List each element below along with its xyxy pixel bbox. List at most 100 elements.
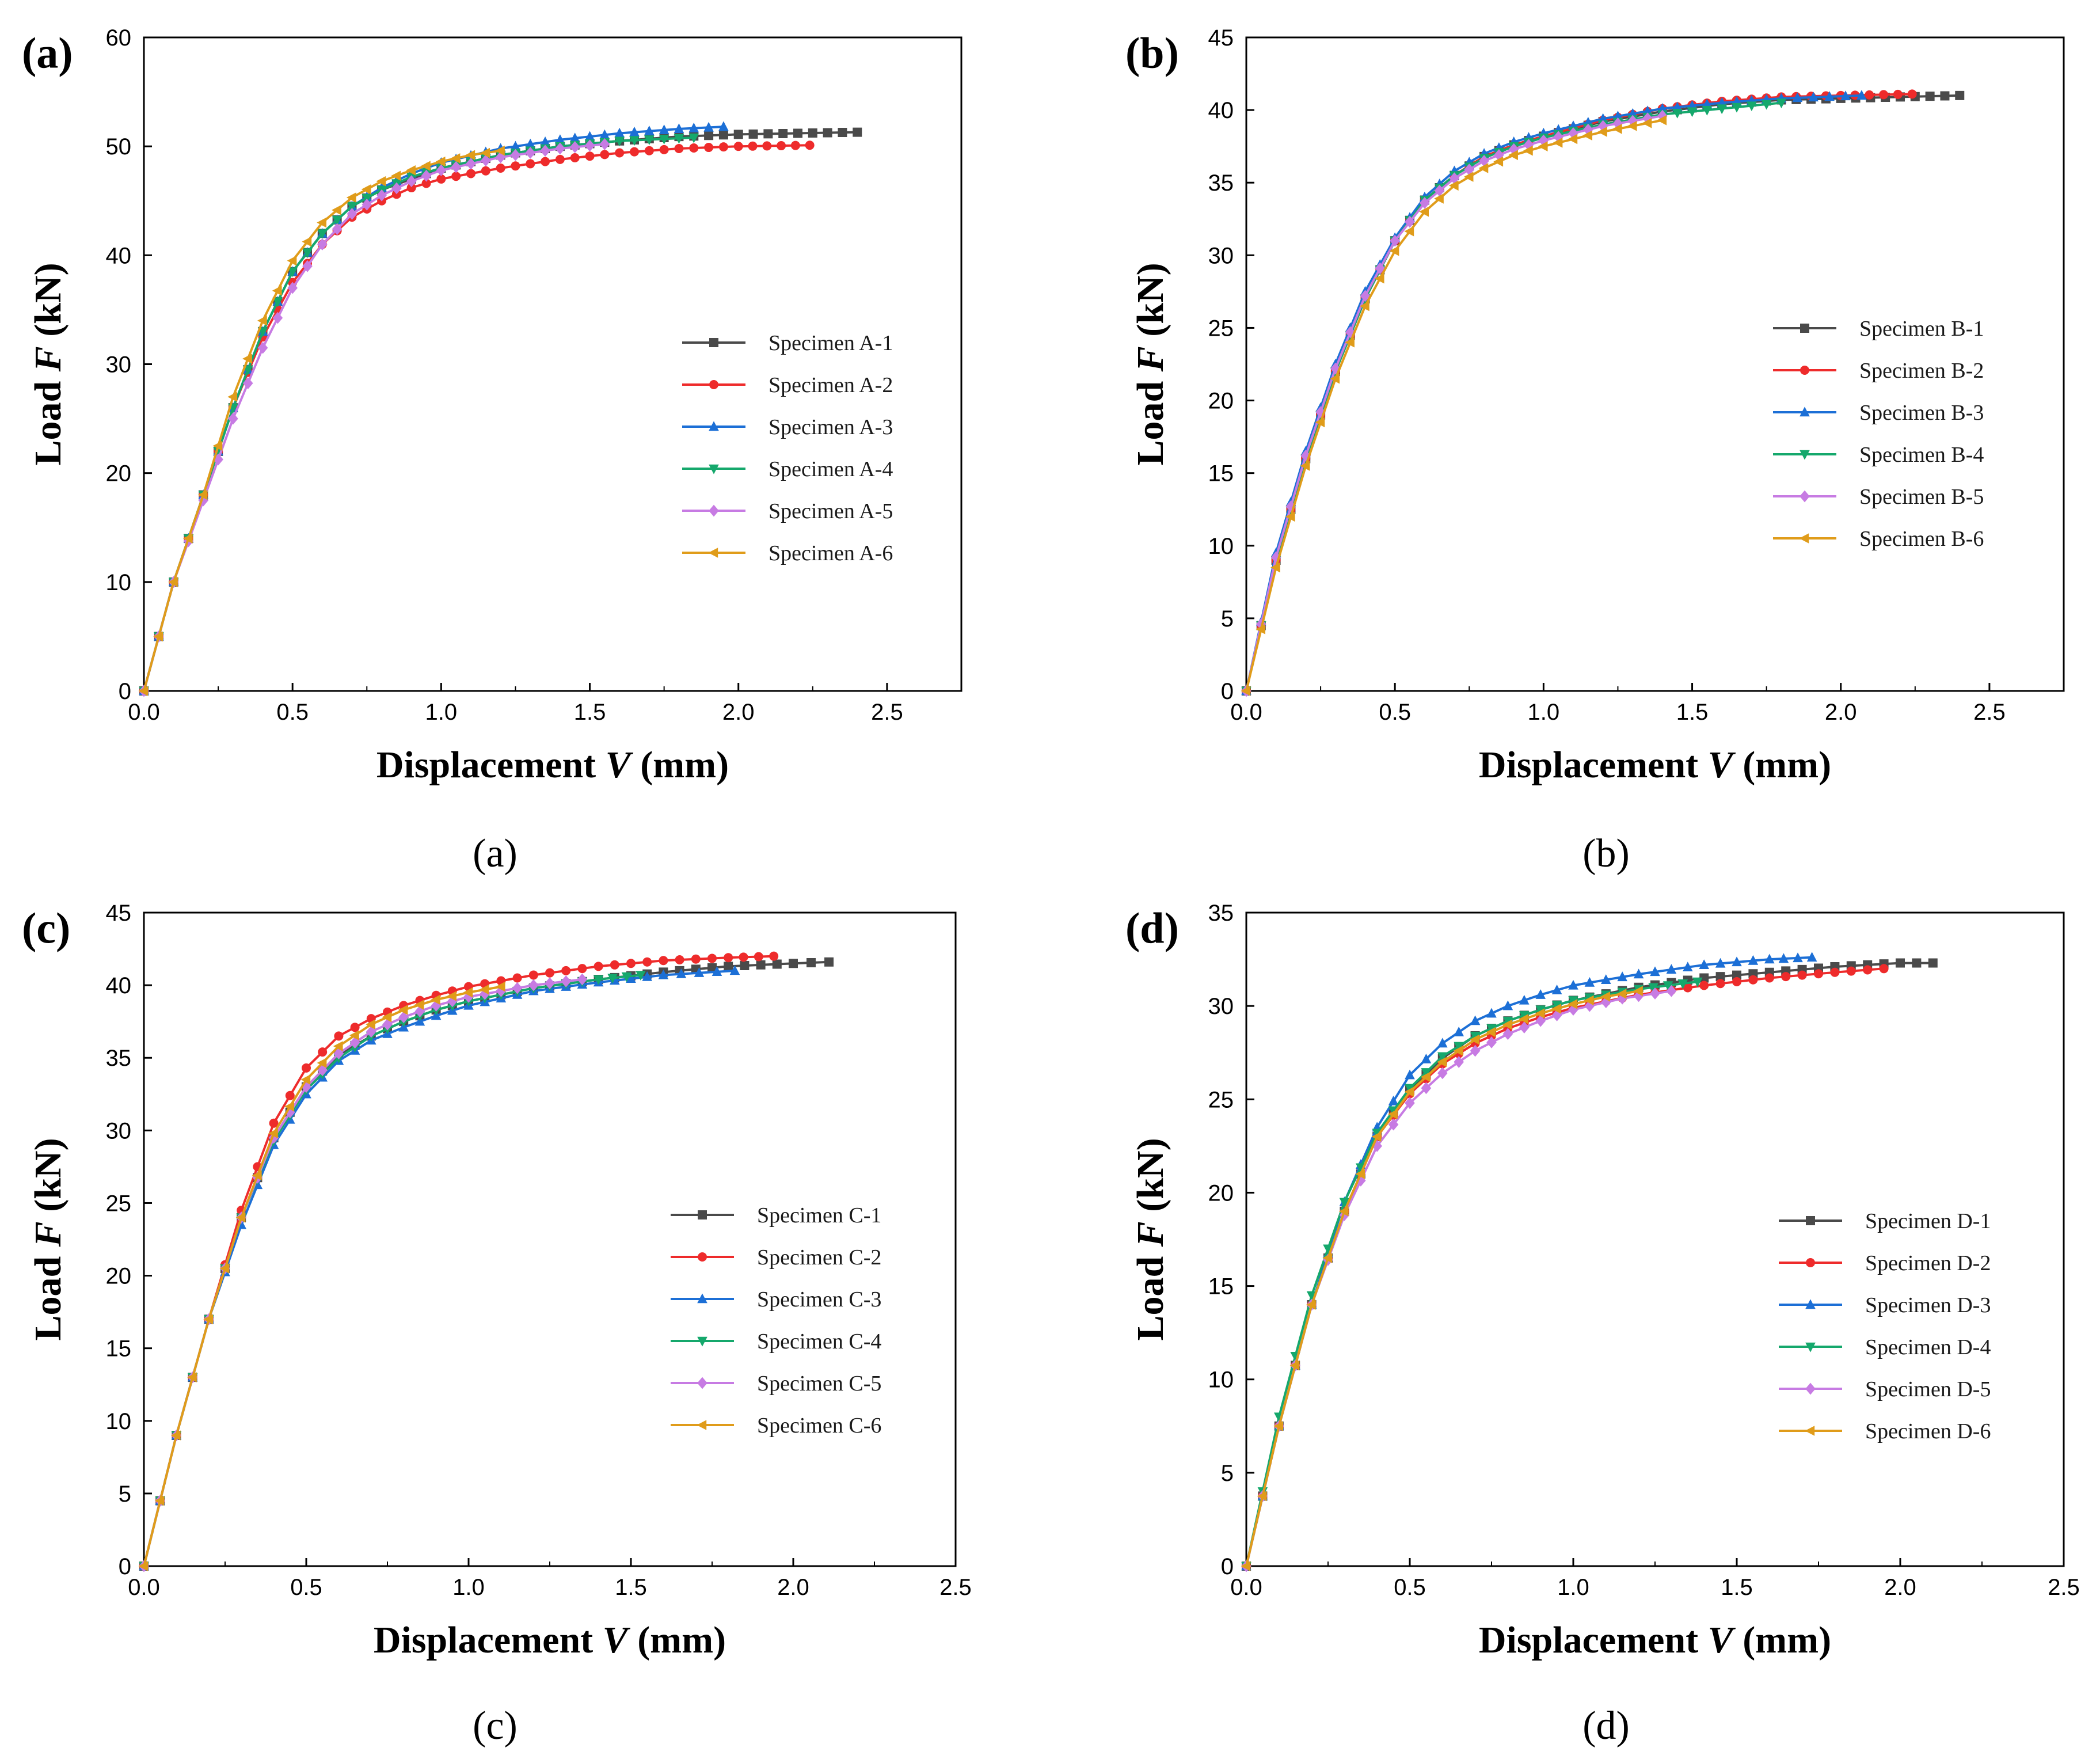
series-point <box>1388 1109 1398 1120</box>
series-specimen-a-4 <box>139 133 699 697</box>
series-point <box>1663 981 1673 991</box>
series-point <box>138 1561 149 1571</box>
series-point <box>182 533 193 544</box>
series-point <box>1584 977 1595 987</box>
series-point <box>1627 121 1637 131</box>
series-point <box>285 1091 295 1100</box>
legend-item: Specimen C-2 <box>671 1245 881 1270</box>
series-point <box>1470 1031 1481 1042</box>
chart-panel-b: (b) 0.0 0.5 1.0 1.5 2.0 2.5 0 5 10 15 20 25 30 35 40 45 D… <box>1125 25 2065 876</box>
legend-label: Specimen D-5 <box>1865 1377 1991 1401</box>
series-point <box>1390 234 1400 247</box>
legend-item: Specimen C-4 <box>671 1329 881 1354</box>
series-point <box>510 149 521 161</box>
series-point <box>1776 98 1787 109</box>
series-point <box>436 164 447 177</box>
series-point <box>805 140 815 150</box>
series-point <box>1793 952 1803 963</box>
series-point <box>642 957 652 967</box>
series-point <box>545 968 554 978</box>
series-point <box>555 134 565 145</box>
series-point <box>170 1430 181 1441</box>
series-point <box>1797 970 1807 980</box>
series-point <box>1666 964 1677 974</box>
series-point <box>1761 100 1772 110</box>
series-specimen-c-2 <box>139 951 779 1571</box>
legend-marker <box>708 548 718 558</box>
series-point <box>626 959 636 968</box>
series-point <box>1470 1044 1481 1057</box>
x-tick-label: 0.5 <box>276 700 309 725</box>
series-point <box>793 128 802 138</box>
legend-item: Specimen A-4 <box>682 457 893 481</box>
series-point <box>569 141 580 153</box>
x-tick-label: 1.5 <box>615 1575 647 1600</box>
series-point <box>1568 979 1578 990</box>
series-point <box>1715 958 1726 968</box>
series-line <box>1245 990 1672 1567</box>
series-point <box>1419 206 1429 217</box>
series-point <box>287 282 298 294</box>
x-tick-label: 1.5 <box>1676 700 1709 725</box>
series-point <box>1732 970 1741 980</box>
series-point <box>1617 992 1627 1005</box>
series-point <box>512 982 523 994</box>
series-point <box>1715 979 1725 989</box>
series-specimen-d-2 <box>1242 964 1889 1571</box>
series-point <box>512 973 522 983</box>
series-point <box>1448 180 1459 191</box>
legend-item: Specimen D-1 <box>1779 1209 1991 1233</box>
series-point <box>1289 1360 1300 1371</box>
series-point <box>1306 1291 1317 1301</box>
series-point <box>1748 975 1758 985</box>
legend-marker <box>1805 1382 1816 1395</box>
series-point <box>1568 134 1578 145</box>
series-point <box>332 205 341 215</box>
y-axis-title: Load F (kN) <box>1129 263 1171 465</box>
legend-label: Specimen D-3 <box>1865 1293 1991 1317</box>
legend-label: Specimen B-2 <box>1859 359 1984 383</box>
series-point <box>1330 373 1340 384</box>
series-point <box>1273 1420 1283 1431</box>
series-point <box>526 159 535 169</box>
x-tick-label: 2.0 <box>1884 1575 1916 1600</box>
series-point <box>332 215 343 226</box>
series-line <box>143 969 735 1567</box>
y-tick-label: 30 <box>1208 994 1234 1019</box>
series-point <box>479 984 489 995</box>
series-specimen-a-5 <box>139 138 610 697</box>
series-point <box>1955 90 1965 100</box>
series-point <box>1732 977 1741 986</box>
series-point <box>347 202 357 212</box>
y-axis-title: Load F (kN) <box>27 263 69 465</box>
legend-label: Specimen C-4 <box>757 1329 881 1354</box>
series-point <box>212 440 223 451</box>
series-point <box>545 977 555 990</box>
series-point <box>1683 983 1692 993</box>
series-point <box>1907 89 1917 99</box>
plot-frame <box>1245 36 2065 692</box>
series-point <box>621 972 632 982</box>
series-point <box>1404 226 1414 237</box>
series-point <box>451 172 461 181</box>
series-line <box>143 978 583 1567</box>
series-point <box>435 156 446 167</box>
series-point <box>1375 262 1386 275</box>
series-point <box>1502 1016 1513 1027</box>
series-point <box>528 979 539 991</box>
y-tick-label: 60 <box>106 25 132 51</box>
series-point <box>614 136 625 147</box>
series-point <box>1584 995 1594 1006</box>
series-point <box>257 316 267 326</box>
chart-panel-c: (c) 0.0 0.5 1.0 1.5 2.0 2.5 0 5 10 15 20 25 30 35 40 45 D… <box>22 901 972 1748</box>
series-point <box>414 1005 425 1017</box>
series-point <box>1912 958 1922 968</box>
series-line <box>1245 119 1663 692</box>
x-tick-label: 1.0 <box>425 700 458 725</box>
series-point <box>1702 105 1713 116</box>
legend-label: Specimen A-5 <box>769 499 893 523</box>
legend-item: Specimen B-4 <box>1773 443 1984 467</box>
legend-marker <box>1800 490 1810 503</box>
series-point <box>599 138 610 150</box>
series-point <box>1633 986 1643 996</box>
